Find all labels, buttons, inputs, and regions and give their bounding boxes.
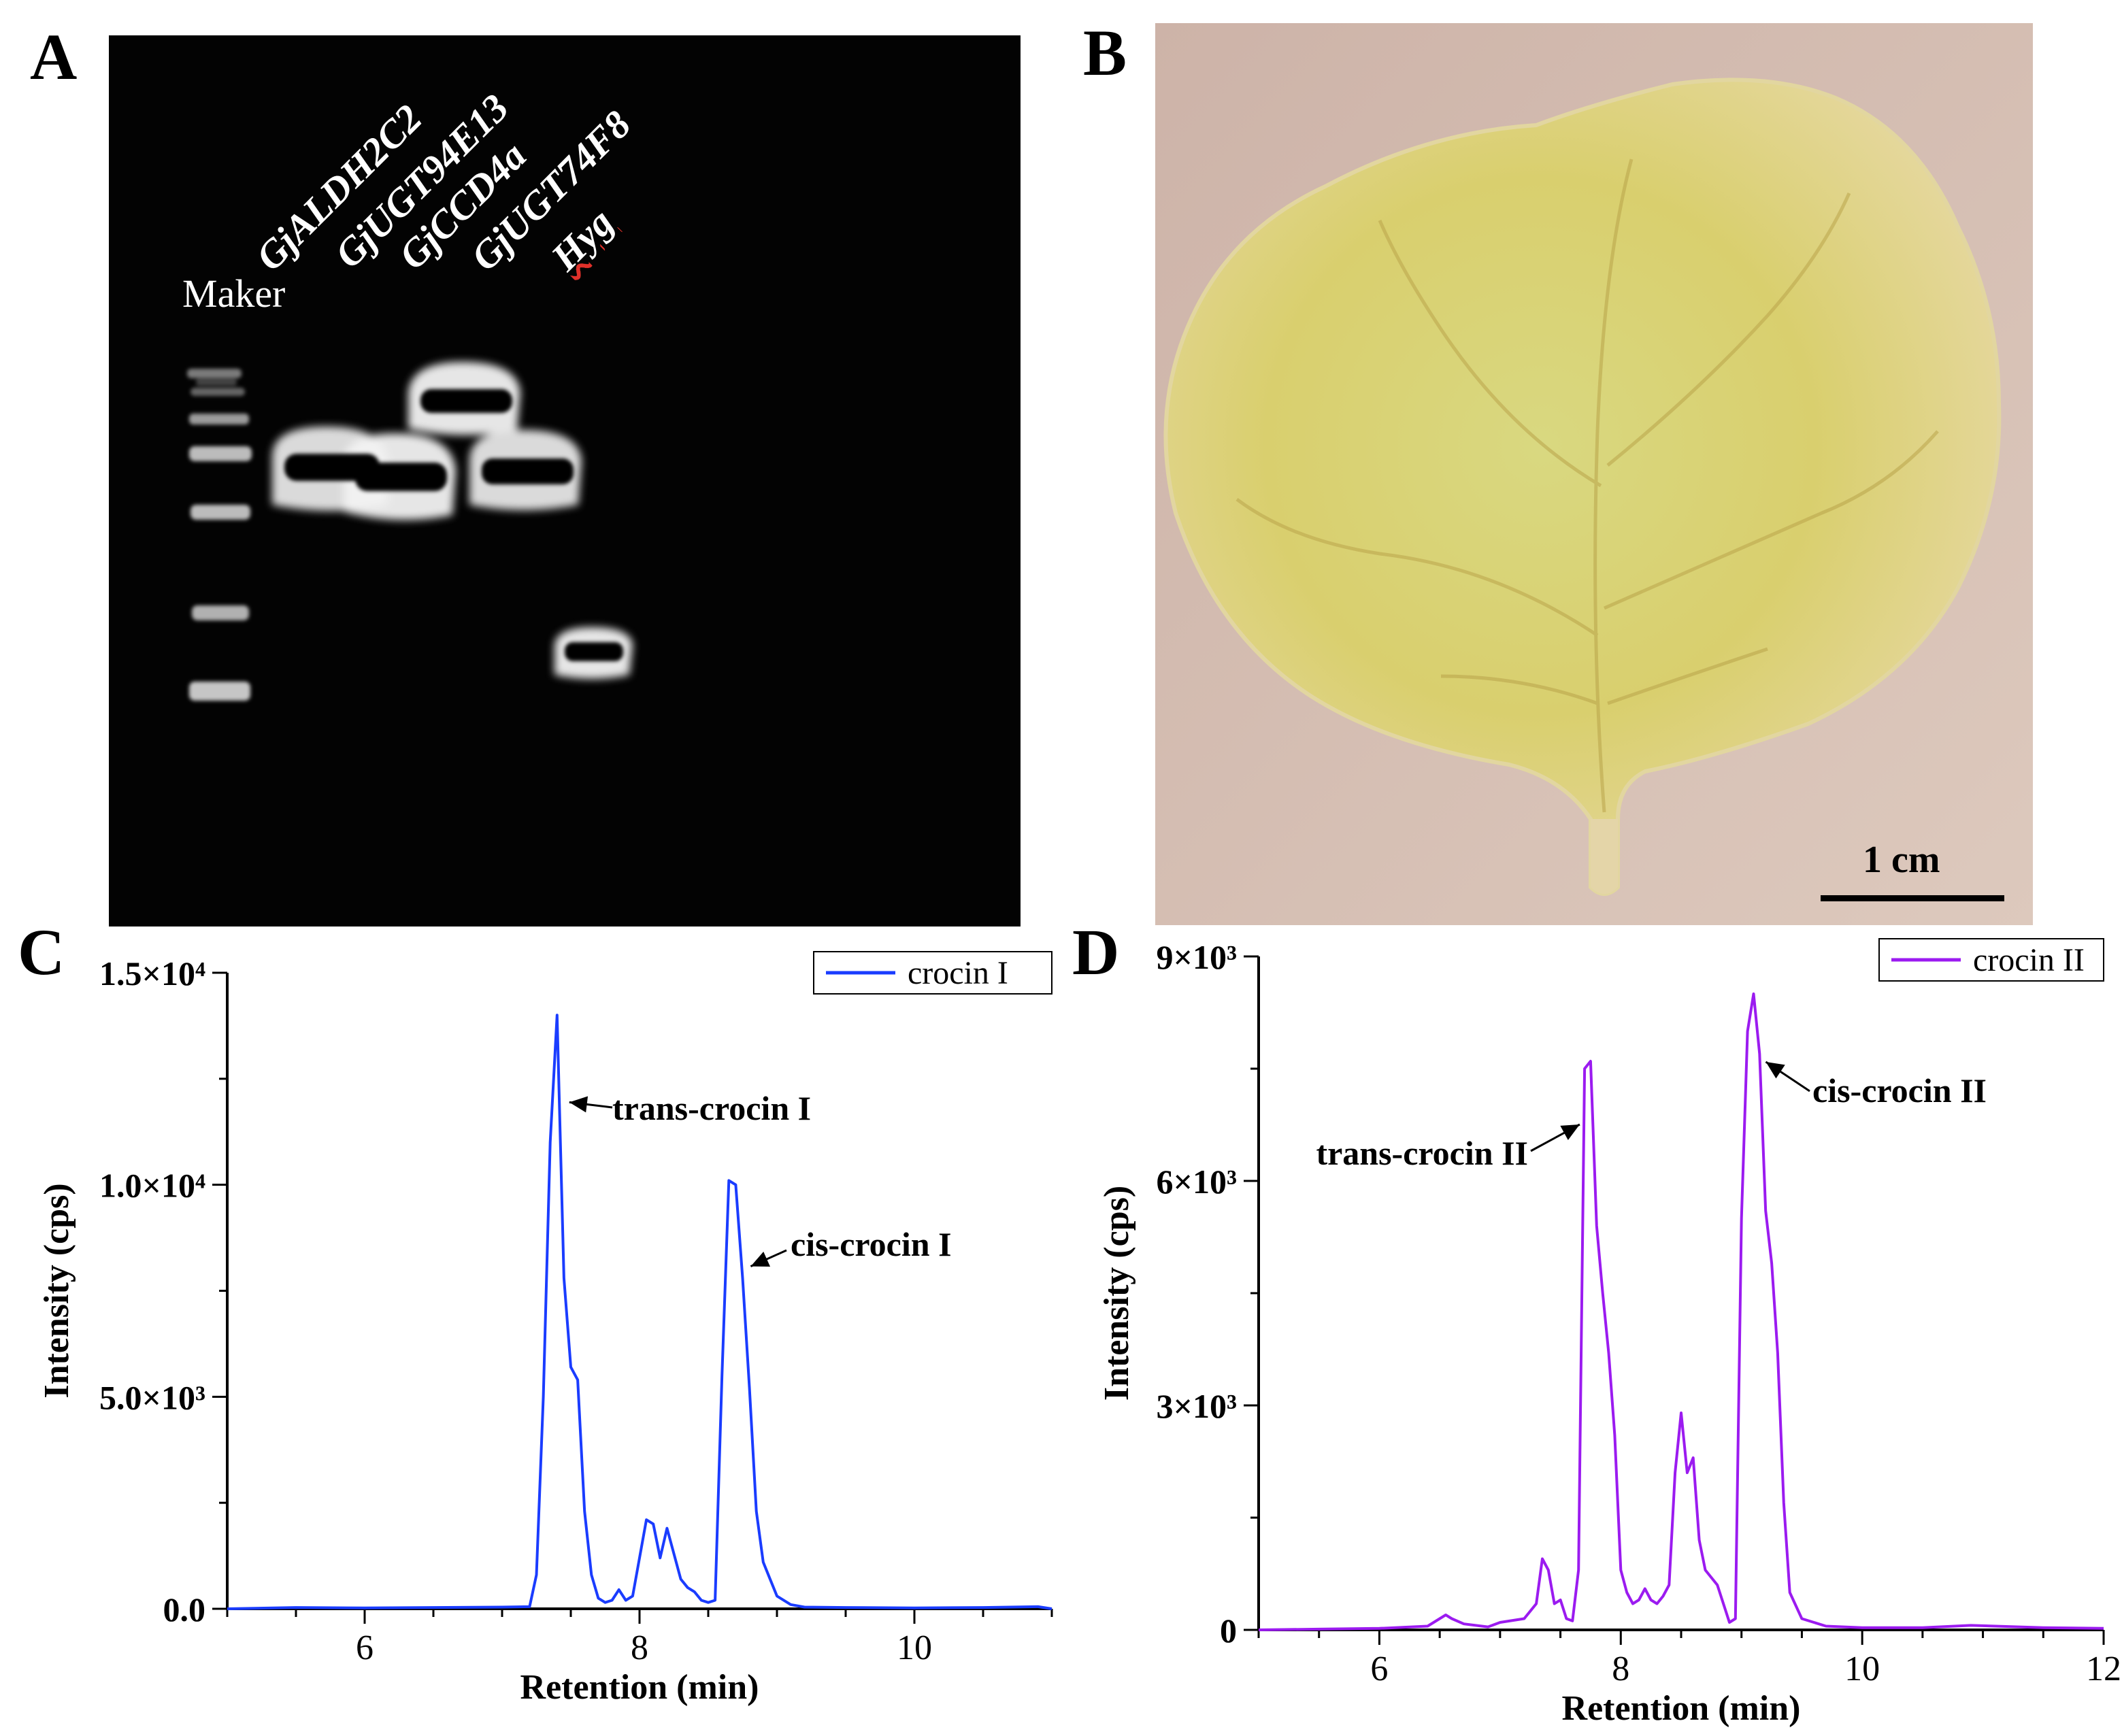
annotation-arrowhead bbox=[569, 1096, 588, 1113]
series-line bbox=[227, 1014, 1052, 1610]
scale-bar bbox=[1821, 895, 2004, 901]
lane-label-marker: Maker bbox=[182, 271, 286, 316]
x-tick-label: 8 bbox=[1612, 1650, 1629, 1688]
gel-electrophoresis-image: Maker GjALDH2C2 GjUGT94E13 GjCCD4a GjUGT… bbox=[109, 35, 1021, 927]
annotation-arrowhead bbox=[750, 1252, 771, 1267]
x-tick-label: 12 bbox=[2086, 1650, 2121, 1688]
annotation-label: cis-crocin II bbox=[1812, 1071, 1987, 1109]
x-tick-label: 10 bbox=[897, 1629, 932, 1667]
y-tick-label: 1.0×10⁴ bbox=[99, 1167, 205, 1205]
y-tick-label: 3×10³ bbox=[1157, 1387, 1237, 1425]
annotation-label: trans-crocin I bbox=[612, 1089, 811, 1127]
x-tick-label: 6 bbox=[356, 1629, 374, 1667]
annotation-arrowhead bbox=[1765, 1062, 1785, 1079]
scale-bar-label: 1 cm bbox=[1863, 839, 1940, 881]
x-tick-label: 8 bbox=[631, 1629, 648, 1667]
y-tick-label: 0 bbox=[1220, 1612, 1237, 1650]
ladder-bands bbox=[187, 369, 252, 701]
panel-label-c: C bbox=[18, 916, 65, 988]
x-tick-label: 10 bbox=[1844, 1650, 1880, 1688]
gel-bands bbox=[187, 362, 633, 701]
y-tick-label: 9×10³ bbox=[1157, 938, 1237, 976]
x-axis-label: Retention (min) bbox=[1562, 1689, 1801, 1728]
panel-label-b: B bbox=[1083, 16, 1127, 89]
leaf-photo bbox=[1155, 23, 2033, 925]
annotation-label: cis-crocin I bbox=[791, 1225, 952, 1263]
series-line bbox=[1258, 992, 2104, 1631]
panel-label-d: D bbox=[1072, 916, 1120, 988]
x-tick-label: 6 bbox=[1370, 1650, 1388, 1688]
annotation-arrowhead bbox=[1560, 1124, 1580, 1140]
y-axis-label: Intensity (cps) bbox=[1097, 1186, 1136, 1401]
y-tick-label: 0.0 bbox=[163, 1590, 206, 1629]
y-axis-label: Intensity (cps) bbox=[37, 1183, 76, 1398]
legend-label: crocin I bbox=[908, 955, 1008, 991]
y-tick-label: 6×10³ bbox=[1157, 1163, 1237, 1201]
annotation-label: trans-crocin II bbox=[1316, 1134, 1528, 1172]
panel-label-a: A bbox=[30, 20, 78, 93]
legend-label: crocin II bbox=[1973, 942, 2085, 978]
y-tick-label: 1.5×10⁴ bbox=[99, 954, 205, 992]
y-tick-label: 5.0×10³ bbox=[99, 1378, 205, 1416]
leaf-illustration bbox=[1155, 23, 2033, 925]
x-axis-label: Retention (min) bbox=[520, 1668, 759, 1707]
